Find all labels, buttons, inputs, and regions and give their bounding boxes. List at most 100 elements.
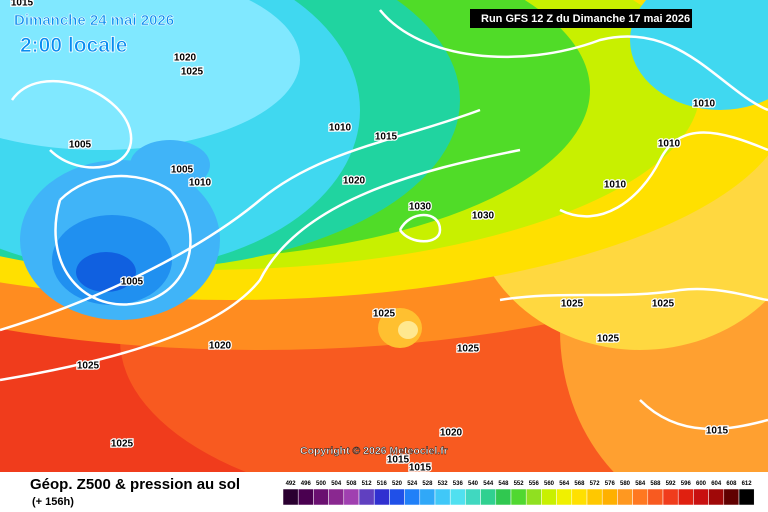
legend-level: 580: [620, 481, 631, 487]
legend-swatch: [373, 488, 390, 506]
legend-level: 504: [331, 481, 342, 487]
legend-level: 584: [635, 481, 646, 487]
footer-title: Géop. Z500 & pression au sol: [30, 476, 240, 493]
run-info: Run GFS 12 Z du Dimanche 17 mai 2026: [481, 13, 690, 25]
isobar-label: 1025: [77, 361, 100, 372]
legend-level: 532: [438, 481, 449, 487]
legend-level: 516: [377, 481, 388, 487]
legend-level: 492: [286, 481, 297, 487]
legend-level: 496: [301, 481, 312, 487]
legend-swatch: [708, 488, 725, 506]
legend-level: 600: [696, 481, 707, 487]
legend-swatch: [480, 488, 497, 506]
legend-level: 612: [742, 481, 753, 487]
isobar-label: 1015: [375, 132, 398, 143]
legend-swatch: [389, 488, 405, 506]
legend-level: 608: [726, 481, 737, 487]
isobar-label: 1010: [604, 180, 627, 191]
isobar-label: 1025: [373, 309, 396, 320]
legend-level: 552: [514, 481, 525, 487]
isobar-label: 1025: [652, 299, 675, 310]
legend-level: 572: [590, 481, 601, 487]
legend-level: 512: [362, 481, 373, 487]
legend-swatch: [556, 488, 573, 506]
isobar-label: 1015: [409, 463, 432, 474]
legend-level: 556: [529, 481, 540, 487]
local-time: 2:00 locale: [20, 34, 127, 57]
legend-level: 544: [483, 481, 494, 487]
legend-swatch: [617, 488, 633, 506]
isobar-label: 1005: [121, 277, 144, 288]
legend-level: 500: [316, 481, 327, 487]
legend-level: 520: [392, 481, 403, 487]
isobar-label: 1010: [693, 99, 716, 110]
legend-swatch: [449, 488, 466, 506]
legend-swatch: [738, 488, 755, 506]
isobar-label: 1020: [209, 341, 232, 352]
isobar-label: 1015: [11, 0, 34, 9]
isobar-label: 1020: [343, 176, 366, 187]
isobar-label: 1010: [658, 139, 681, 150]
legend-level: 596: [681, 481, 692, 487]
legend-swatch: [358, 488, 375, 506]
legend-level: 560: [544, 481, 555, 487]
isobar-label: 1015: [387, 455, 410, 466]
legend-swatch: [541, 488, 557, 506]
legend-level: 588: [650, 481, 661, 487]
copyright: Copyright © 2026 Meteociel.fr: [300, 445, 448, 457]
legend-swatch: [723, 488, 740, 506]
isobar-label: 1005: [69, 140, 92, 151]
isobar-label: 1030: [409, 202, 432, 213]
legend-swatch: [313, 488, 329, 506]
valid-date: Dimanche 24 mai 2026: [14, 12, 174, 29]
legend-swatch: [571, 488, 588, 506]
color-legend: 492 496 500 504 508 512 516 520 524 528 532 536 540 5…: [282, 481, 755, 506]
isobar-label: 1025: [561, 299, 584, 310]
legend-swatch: [404, 488, 421, 506]
isobar-label: 1020: [440, 428, 463, 439]
legend-level: 564: [559, 481, 570, 487]
legend-swatch: [465, 488, 481, 506]
legend-level: 524: [407, 481, 418, 487]
legend-level: 508: [346, 481, 357, 487]
legend-swatch: [495, 488, 512, 506]
legend-swatch: [328, 488, 345, 506]
isobar-label: 1010: [189, 178, 212, 189]
isobar-label: 1005: [171, 165, 194, 176]
legend-swatch: [586, 488, 603, 506]
legend-level: 528: [422, 481, 433, 487]
legend-swatch: [282, 488, 299, 506]
legend-swatch: [693, 488, 709, 506]
isobar-label: 1010: [329, 123, 352, 134]
isobar-label: 1025: [181, 67, 204, 78]
legend-swatch: [343, 488, 360, 506]
isobar-label: 1025: [111, 439, 134, 450]
legend-level: 536: [453, 481, 464, 487]
isobar-label: 1015: [706, 426, 729, 437]
legend-swatch: [434, 488, 451, 506]
isobar-label: 1025: [597, 334, 620, 345]
legend-level: 548: [498, 481, 509, 487]
legend-swatch: [419, 488, 436, 506]
isobar-label: 1020: [174, 53, 197, 64]
legend-swatch: [662, 488, 679, 506]
legend-level: 540: [468, 481, 479, 487]
legend-swatch: [677, 488, 694, 506]
legend-level: 592: [666, 481, 677, 487]
legend-swatch: [297, 488, 314, 506]
legend-swatch: [510, 488, 527, 506]
isobar-label: 1025: [457, 344, 480, 355]
legend-level: 604: [711, 481, 722, 487]
legend-swatch: [632, 488, 649, 506]
isobar-labels: 1015 1020 1025 1005 1005 1010 1005 1010 1015 1020…: [10, 0, 730, 475]
run-box: [470, 9, 692, 28]
lead-time: (+ 156h): [32, 496, 74, 508]
legend-swatch: [525, 488, 542, 506]
legend-level: 568: [574, 481, 585, 487]
legend-swatch: [647, 488, 664, 506]
isobar-label: 1030: [472, 211, 495, 222]
legend-level: 576: [605, 481, 616, 487]
legend-swatch: [601, 488, 618, 506]
